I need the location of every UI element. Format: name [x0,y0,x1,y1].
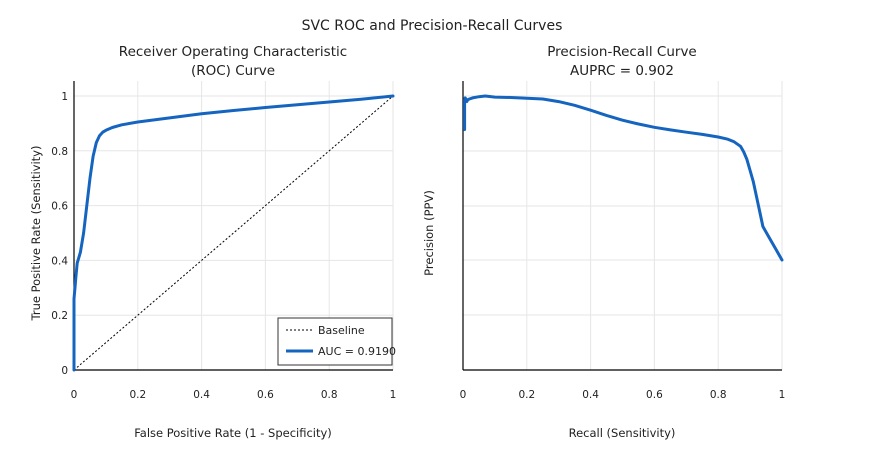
roc-xtick-label: 0.8 [321,389,338,401]
roc-xtick-label: 0.2 [129,389,146,401]
roc-ytick-label: 0.6 [51,201,68,213]
roc-xtick-label: 0 [71,389,78,401]
roc-series [72,94,395,372]
pr-panel: Precision-Recall Curve AUPRC = 0.902 0 0.… [422,44,785,440]
roc-ytick-label: 0.2 [51,310,68,322]
roc-ytick-label: 0 [61,365,68,377]
roc-xtick-label: 0.4 [193,389,210,401]
pr-xtick-label: 0.8 [710,389,727,401]
roc-xlabel: False Positive Rate (1 - Specificity) [134,426,332,440]
roc-legend-baseline-label: Baseline [318,324,365,337]
roc-xticks: 0 0.2 0.4 0.6 0.8 1 [71,389,397,401]
roc-ylabel: True Positive Rate (Sensitivity) [29,146,43,322]
roc-legend-auc-label: AUC = 0.9190 [318,345,396,358]
pr-curve-line [463,94,784,262]
pr-ylabel: Precision (PPV) [422,190,436,276]
roc-xtick-label: 1 [390,389,397,401]
pr-grid [462,81,783,370]
roc-ytick-label: 1 [61,91,68,103]
roc-yticks: 0 0.2 0.4 0.6 0.8 1 [51,91,68,377]
pr-xtick-label: 0.6 [646,389,663,401]
pr-axes [462,81,782,371]
pr-xtick-label: 0.4 [582,389,599,401]
roc-ytick-label: 0.4 [51,255,68,267]
pr-xtick-label: 1 [779,389,786,401]
pr-title-line2: AUPRC = 0.902 [570,63,674,79]
pr-xtick-label: 0 [460,389,467,401]
roc-legend-box [277,317,393,366]
pr-xtick-label: 0.2 [518,389,535,401]
pr-xlabel: Recall (Sensitivity) [569,426,676,440]
roc-title-line1: Receiver Operating Characteristic [119,44,347,60]
roc-legend: Baseline AUC = 0.9190 [277,317,396,366]
roc-panel: Receiver Operating Characteristic (ROC) … [29,44,396,440]
pr-title-line1: Precision-Recall Curve [547,44,697,60]
roc-curve-line [72,94,395,372]
figure-suptitle: SVC ROC and Precision-Recall Curves [302,18,563,34]
roc-xtick-label: 0.6 [257,389,274,401]
roc-title-line2: (ROC) Curve [191,63,275,79]
roc-ytick-label: 0.8 [51,146,68,158]
pr-series [463,94,784,262]
pr-xticks: 0 0.2 0.4 0.6 0.8 1 [460,389,786,401]
